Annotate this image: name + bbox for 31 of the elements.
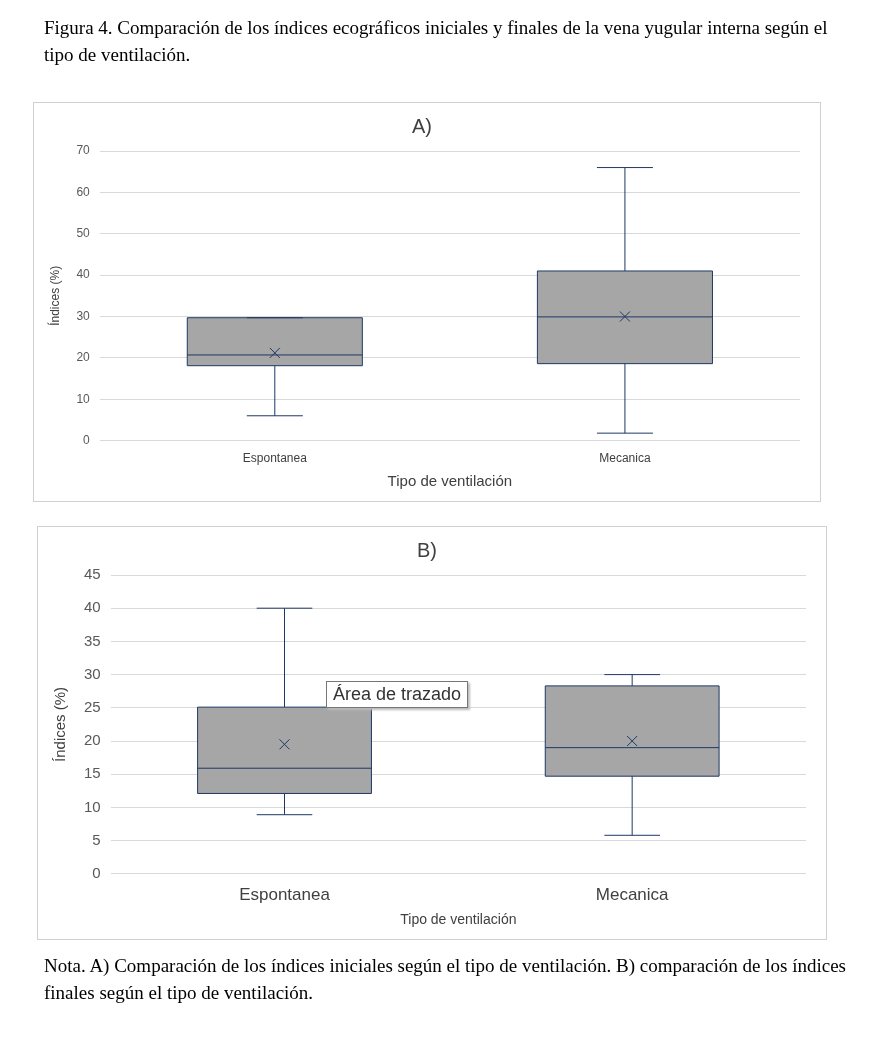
chart-title: A) <box>412 114 432 137</box>
y-tick-label: 35 <box>84 631 101 649</box>
y-tick-label: 40 <box>84 598 101 616</box>
text: Figura 4. Comparación de los índices ecográficos iniciales y finales de la vena yugular interna según el tipo de ventilación. <box>44 16 829 67</box>
y-tick-label: 30 <box>76 308 91 323</box>
annotation: Área de trazado <box>326 681 469 708</box>
x-tick-label: Mecanica <box>595 884 670 904</box>
y-tick-label: 15 <box>84 764 101 782</box>
y-tick-label: 30 <box>84 664 101 682</box>
y-tick-label: 40 <box>76 267 91 282</box>
y-tick-label: 45 <box>84 565 101 583</box>
y-tick-label: 50 <box>76 226 91 241</box>
y-tick-label: 10 <box>76 391 91 406</box>
y-tick-label: 20 <box>84 731 101 749</box>
x-tick-label: Espontanea <box>239 884 331 904</box>
text: Nota. A) Comparación de los índices iniciales según el tipo de ventilación. B) comparación de los índices finales según el tipo de ventilación. <box>44 954 847 1005</box>
x-axis-title: Tipo de ventilación <box>387 472 513 490</box>
y-tick-label: 0 <box>92 863 101 881</box>
x-axis-title: Tipo de ventilación <box>400 911 517 928</box>
y-tick-label: 60 <box>76 184 91 199</box>
x-tick-label: Espontanea <box>242 451 308 466</box>
y-tick-label: 5 <box>92 830 101 848</box>
y-axis-title: Índices (%) <box>46 265 62 326</box>
y-axis-title: Índices (%) <box>51 686 69 762</box>
y-tick-label: 70 <box>76 143 91 158</box>
y-tick-label: 25 <box>84 697 101 715</box>
y-tick-label: 20 <box>76 350 91 365</box>
y-tick-label: 10 <box>84 797 101 815</box>
y-tick-label: 0 <box>83 432 91 447</box>
x-tick-label: Mecanica <box>599 451 651 466</box>
chart-title: B) <box>417 538 437 561</box>
